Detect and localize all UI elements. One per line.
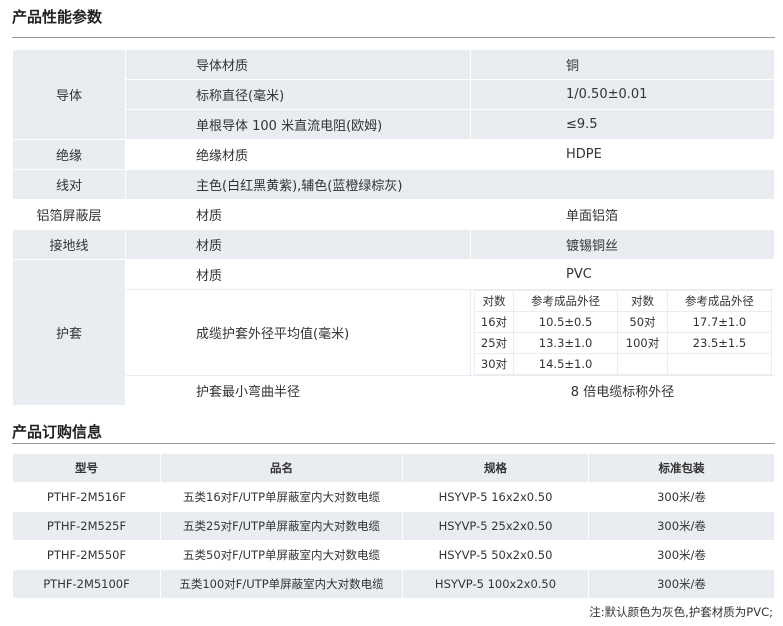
param-value: 1/0.50±0.01: [470, 79, 775, 110]
param-value: PVC: [470, 259, 775, 290]
param-label: 护套最小弯曲半径: [125, 375, 471, 406]
cell: HSYVP-5 50x2x0.50: [402, 540, 589, 570]
cell: 25对: [473, 332, 515, 354]
param-value: 8 倍电缆标称外径: [470, 375, 775, 406]
param-label: 标称直径(毫米): [125, 79, 471, 110]
col-header: 型号: [12, 453, 161, 483]
param-label: 绝缘材质: [125, 139, 471, 170]
col-header: 对数: [473, 290, 515, 312]
param-value: 镀锡铜丝: [470, 229, 775, 260]
group-label: 导体: [12, 49, 126, 140]
col-header: 规格: [402, 453, 589, 483]
param-value: ≤9.5: [470, 109, 775, 140]
cell: PTHF-2M5100F: [12, 569, 161, 599]
table-row: PTHF-2M550F 五类50对F/UTP单屏蔽室内大对数电缆 HSYVP-5 5…: [12, 540, 775, 570]
cell: 五类16对F/UTP单屏蔽室内大对数电缆: [160, 482, 403, 512]
table-row: PTHF-2M525F 五类25对F/UTP单屏蔽室内大对数电缆 HSYVP-5 2…: [12, 511, 775, 541]
divider: [12, 37, 775, 38]
section-title-ordering: 产品订购信息: [12, 423, 103, 441]
col-header: 参考成品外径: [667, 290, 772, 312]
param-label: 成缆护套外径平均值(毫米): [125, 289, 471, 376]
group-label: 绝缘: [12, 139, 126, 170]
section-title-performance: 产品性能参数: [12, 8, 103, 26]
col-header: 品名: [160, 453, 403, 483]
group-label: 护套: [12, 259, 126, 406]
param-label: 主色(白红黑黄紫),辅色(蓝橙绿棕灰): [125, 169, 775, 200]
table-row: PTHF-2M516F 五类16对F/UTP单屏蔽室内大对数电缆 HSYVP-5 1…: [12, 482, 775, 512]
cell: 300米/卷: [588, 569, 775, 599]
cell: PTHF-2M525F: [12, 511, 161, 541]
outer-diameter-table: 对数 参考成品外径 对数 参考成品外径 16对 10.5±0.5 50对 17.7±1.0 …: [473, 290, 772, 375]
cell: 10.5±0.5: [513, 311, 618, 333]
col-header: 参考成品外径: [513, 290, 618, 312]
col-header: 对数: [616, 290, 669, 312]
cell: PTHF-2M516F: [12, 482, 161, 512]
param-value: 铜: [470, 49, 775, 80]
cell: PTHF-2M550F: [12, 540, 161, 570]
divider: [12, 443, 775, 444]
cell: 五类50对F/UTP单屏蔽室内大对数电缆: [160, 540, 403, 570]
cell: HSYVP-5 25x2x0.50: [402, 511, 589, 541]
param-value: HDPE: [470, 139, 775, 170]
param-label: 材质: [125, 199, 471, 230]
cell: 五类25对F/UTP单屏蔽室内大对数电缆: [160, 511, 403, 541]
cell: HSYVP-5 16x2x0.50: [402, 482, 589, 512]
ordering-table: 型号 品名 规格 标准包装 PTHF-2M516F 五类16对F/UTP单屏蔽室内大对数…: [12, 453, 775, 599]
cell: 300米/卷: [588, 540, 775, 570]
cell: 16对: [473, 311, 515, 333]
param-label: 材质: [125, 259, 471, 290]
cell: 300米/卷: [588, 482, 775, 512]
param-label: 材质: [125, 229, 471, 260]
param-label: 单根导体 100 米直流电阻(欧姆): [125, 109, 471, 140]
cell: [616, 353, 669, 375]
cell: 五类100对F/UTP单屏蔽室内大对数电缆: [160, 569, 403, 599]
col-header: 标准包装: [588, 453, 775, 483]
cell: [667, 353, 772, 375]
cell: 50对: [616, 311, 669, 333]
cell: 17.7±1.0: [667, 311, 772, 333]
cell: 14.5±1.0: [513, 353, 618, 375]
param-label: 导体材质: [125, 49, 471, 80]
cell: 30对: [473, 353, 515, 375]
group-label: 线对: [12, 169, 126, 200]
group-label: 铝箔屏蔽层: [12, 199, 126, 230]
footnote: 注:默认颜色为灰色,护套材质为PVC;: [589, 605, 773, 619]
cell: 300米/卷: [588, 511, 775, 541]
cell: HSYVP-5 100x2x0.50: [402, 569, 589, 599]
param-value: 单面铝箔: [470, 199, 775, 230]
performance-table: 导体 导体材质铜 标称直径(毫米) 1/0.50±0.01 单根导体 100 米直流…: [12, 49, 775, 406]
cell: 23.5±1.5: [667, 332, 772, 354]
cell: 100对: [616, 332, 669, 354]
table-row: PTHF-2M5100F 五类100对F/UTP单屏蔽室内大对数电缆 HSYVP-5…: [12, 569, 775, 599]
group-label: 接地线: [12, 229, 126, 260]
cell: 13.3±1.0: [513, 332, 618, 354]
